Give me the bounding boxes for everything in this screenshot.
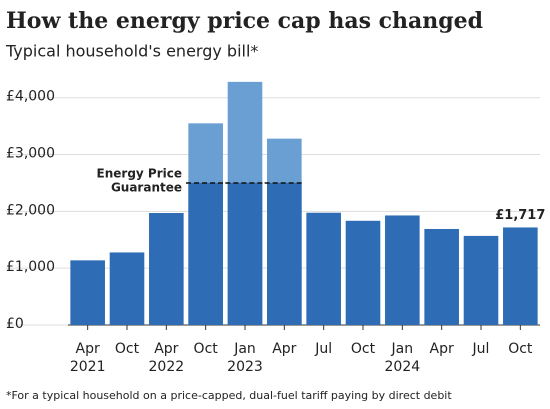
chart-title: How the energy price cap has changed [6, 8, 483, 34]
bar [424, 228, 459, 325]
guarantee-bar [227, 182, 263, 325]
bar [306, 212, 341, 325]
y-tick-label: £2,000 [6, 202, 55, 218]
x-tick-label: Jul [472, 341, 490, 357]
guarantee-bar [188, 182, 223, 325]
bar [109, 252, 145, 325]
chart-subtitle: Typical household's energy bill* [5, 42, 258, 61]
x-tick-label: Oct [115, 341, 140, 357]
guarantee-label: Energy Price [97, 166, 182, 180]
x-year-label: 2023 [227, 359, 263, 375]
x-year-label: 2024 [385, 359, 421, 375]
bar [385, 215, 420, 325]
y-tick-label: £0 [6, 316, 24, 332]
x-tick-label: Oct [508, 341, 533, 357]
bar [345, 220, 381, 325]
bar [70, 260, 105, 325]
x-tick-label: Jan [391, 341, 414, 357]
y-tick-label: £4,000 [6, 89, 55, 105]
x-year-label: 2022 [149, 359, 185, 375]
bar [149, 213, 184, 325]
x-tick-label: Jul [314, 341, 332, 357]
x-tick-label: Apr [154, 341, 178, 357]
guarantee-bar [267, 182, 302, 325]
guarantee-label: Guarantee [111, 180, 182, 194]
x-tick-label: Apr [272, 341, 296, 357]
x-tick-label: Oct [194, 341, 219, 357]
x-year-label: 2021 [70, 359, 106, 375]
footnote: *For a typical household on a price-capp… [6, 389, 452, 402]
bar [503, 227, 538, 325]
x-tick-label: Apr [430, 341, 454, 357]
x-tick-label: Oct [351, 341, 376, 357]
y-tick-label: £1,000 [6, 259, 55, 275]
x-tick-label: Jan [233, 341, 256, 357]
bar [463, 235, 499, 325]
value-label: £1,717 [495, 208, 545, 223]
x-tick-label: Apr [76, 341, 100, 357]
y-tick-label: £3,000 [6, 146, 55, 162]
